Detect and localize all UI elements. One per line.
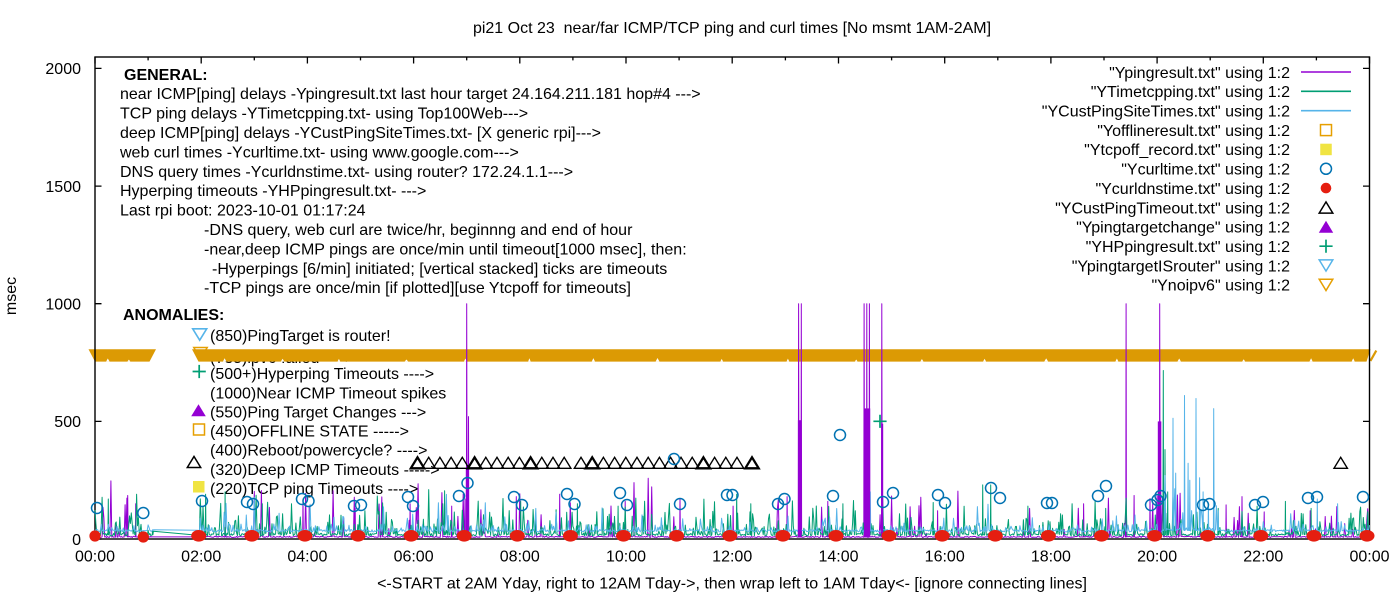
svg-text:"Ypingresult.txt" using 1:2: "Ypingresult.txt" using 1:2 — [1109, 65, 1290, 82]
svg-text:(220)TCP ping Timeouts ---->: (220)TCP ping Timeouts ----> — [210, 481, 418, 498]
svg-text:0: 0 — [72, 532, 81, 549]
svg-text:"YHPpingresult.txt" using 1:2: "YHPpingresult.txt" using 1:2 — [1086, 239, 1290, 256]
svg-text:18:00: 18:00 — [1031, 549, 1071, 566]
svg-text:deep ICMP[ping] delays -YCustP: deep ICMP[ping] delays -YCustPingSiteTim… — [120, 125, 601, 142]
svg-text:00:00: 00:00 — [75, 549, 115, 566]
svg-text:-DNS query, web curl are twice: -DNS query, web curl are twice/hr, begin… — [204, 222, 633, 239]
svg-text:"Ypingtargetchange" using 1:2: "Ypingtargetchange" using 1:2 — [1076, 220, 1290, 237]
svg-text:-Hyperpings [6/min] initiated;: -Hyperpings [6/min] initiated; [vertical… — [212, 261, 667, 278]
svg-text:(320)Deep ICMP Timeouts ----->: (320)Deep ICMP Timeouts -----> — [210, 462, 440, 479]
svg-text:08:00: 08:00 — [500, 549, 540, 566]
svg-text:"Yofflineresult.txt" using 1:2: "Yofflineresult.txt" using 1:2 — [1097, 123, 1290, 140]
svg-text:(550)Ping Target Changes --->: (550)Ping Target Changes ---> — [210, 405, 426, 422]
svg-text:(500+)Hyperping Timeouts ---->: (500+)Hyperping Timeouts ----> — [210, 366, 434, 383]
svg-text:"YTimetcpping.txt" using 1:2: "YTimetcpping.txt" using 1:2 — [1091, 84, 1290, 101]
svg-text:10:00: 10:00 — [606, 549, 646, 566]
svg-text:02:00: 02:00 — [181, 549, 221, 566]
svg-text:"Ycurltime.txt" using 1:2: "Ycurltime.txt" using 1:2 — [1121, 162, 1290, 179]
svg-text:"YCustPingSiteTimes.txt" using: "YCustPingSiteTimes.txt" using 1:2 — [1042, 104, 1290, 121]
svg-text:"Ycurldnstime.txt" using 1:2: "Ycurldnstime.txt" using 1:2 — [1095, 181, 1290, 198]
svg-text:06:00: 06:00 — [394, 549, 434, 566]
svg-text:<-START at 2AM Yday, right to: <-START at 2AM Yday, right to 12AM Tday-… — [377, 576, 1087, 593]
svg-text:msec: msec — [3, 277, 20, 315]
svg-text:TCP ping delays -YTimetcpping.: TCP ping delays -YTimetcpping.txt- using… — [120, 106, 528, 123]
svg-text:1500: 1500 — [45, 179, 81, 196]
svg-text:web curl times -Ycurltime.txt-: web curl times -Ycurltime.txt- using www… — [119, 144, 519, 161]
svg-text:16:00: 16:00 — [925, 549, 965, 566]
svg-text:20:00: 20:00 — [1137, 549, 1177, 566]
svg-text:(850)PingTarget is router!: (850)PingTarget is router! — [210, 328, 391, 345]
svg-text:(400)Reboot/powercycle? ---->: (400)Reboot/powercycle? ----> — [210, 443, 427, 460]
svg-text:12:00: 12:00 — [712, 549, 752, 566]
svg-text:"YpingtargetISrouter" using 1:: "YpingtargetISrouter" using 1:2 — [1072, 258, 1290, 275]
svg-text:"Ytcpoff_record.txt" using 1:2: "Ytcpoff_record.txt" using 1:2 — [1084, 142, 1290, 159]
svg-text:GENERAL:: GENERAL: — [124, 67, 208, 84]
svg-text:(1000)Near ICMP Timeout spikes: (1000)Near ICMP Timeout spikes — [210, 385, 446, 402]
svg-text:Last rpi boot: 2023-10-01 01:1: Last rpi boot: 2023-10-01 01:17:24 — [120, 203, 366, 220]
svg-text:ANOMALIES:: ANOMALIES: — [123, 307, 224, 324]
svg-text:22:00: 22:00 — [1243, 549, 1283, 566]
svg-text:DNS query times -Ycurldnstime.: DNS query times -Ycurldnstime.txt- using… — [120, 164, 573, 181]
svg-text:-near,deep ICMP pings are once: -near,deep ICMP pings are once/min until… — [204, 241, 687, 258]
svg-text:-TCP pings are once/min [if pl: -TCP pings are once/min [if plotted][use… — [204, 280, 631, 297]
svg-text:"YCustPingTimeout.txt" using 1: "YCustPingTimeout.txt" using 1:2 — [1055, 200, 1290, 217]
svg-text:500: 500 — [54, 414, 81, 431]
svg-text:00:00: 00:00 — [1349, 549, 1389, 566]
svg-text:"Ynoipv6" using 1:2: "Ynoipv6" using 1:2 — [1151, 278, 1290, 295]
svg-text:(450)OFFLINE STATE ----->: (450)OFFLINE STATE -----> — [210, 423, 409, 440]
svg-text:1000: 1000 — [45, 297, 81, 314]
svg-text:Hyperping timeouts -YHPpingres: Hyperping timeouts -YHPpingresult.txt- -… — [120, 183, 426, 200]
svg-text:04:00: 04:00 — [287, 549, 327, 566]
svg-text:pi21 Oct 23 near/far ICMP/TCP: pi21 Oct 23 near/far ICMP/TCP ping and c… — [473, 20, 991, 37]
svg-text:near ICMP[ping] delays -Ypingr: near ICMP[ping] delays -Ypingresult.txt … — [120, 86, 701, 103]
svg-text:14:00: 14:00 — [818, 549, 858, 566]
svg-text:2000: 2000 — [45, 61, 81, 78]
